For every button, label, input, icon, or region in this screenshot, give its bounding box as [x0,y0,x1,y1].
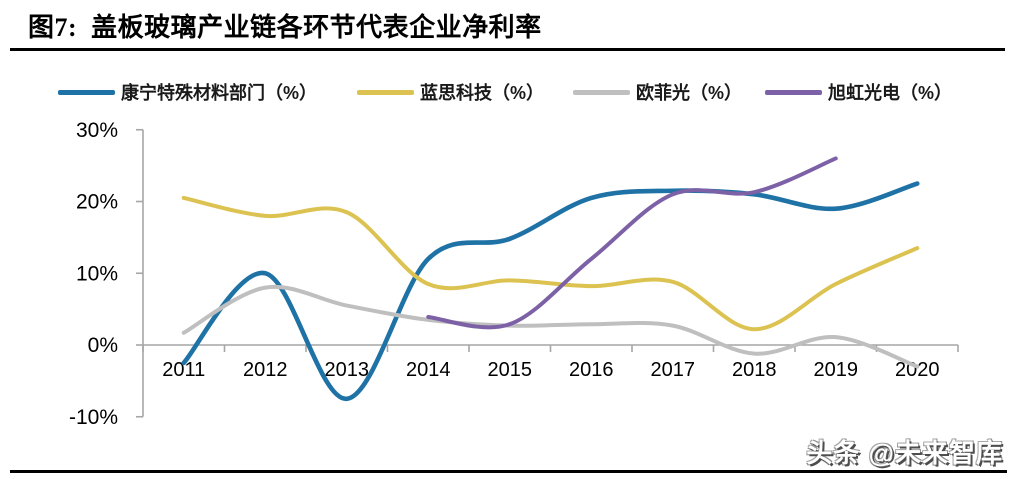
x-tick-label: 2018 [732,359,777,381]
y-tick-label: -10% [69,406,118,429]
x-tick-label: 2020 [895,359,940,381]
legend-label: 康宁特殊材料部门（%） [121,83,318,103]
x-tick-label: 2019 [814,359,859,381]
series-line-2 [181,284,920,369]
legend-label: 欧菲光（%） [636,83,743,103]
y-tick-label: 10% [76,262,118,285]
series-line-0 [181,181,920,402]
x-tick-label: 2011 [162,359,205,381]
x-tick-label: 2016 [569,359,614,381]
legend-label: 旭虹光电（%） [828,83,953,103]
chart-legend: 康宁特殊材料部门（%） 蓝思科技（%） 欧菲光（%） 旭虹光电（%） [0,82,1017,103]
watermark: 头条 @未来智库 [806,438,1003,468]
y-tick-label: 0% [88,334,118,357]
x-tick-label: 2017 [651,359,696,381]
series-line-1 [181,195,920,332]
y-tick-label: 20% [76,191,118,214]
title-underline [10,48,1005,51]
legend-swatch [573,89,630,95]
legend-item-2: 欧菲光（%） [573,82,743,103]
legend-label: 蓝思科技（%） [420,83,545,103]
series-line-3 [426,156,838,330]
legend-item-3: 旭虹光电（%） [765,82,953,103]
legend-item-0: 康宁特殊材料部门（%） [58,82,318,103]
x-tick-label: 2013 [325,359,370,381]
legend-swatch [357,89,414,95]
y-tick-label: 30% [76,119,118,142]
x-tick-label: 2012 [243,359,288,381]
x-tick-label: 2014 [406,359,451,381]
legend-item-1: 蓝思科技（%） [357,82,545,103]
legend-swatch [765,89,822,95]
x-tick-label: 2015 [488,359,533,381]
bottom-divider [10,470,1007,473]
figure-title: 图7: 盖板玻璃产业链各环节代表企业净利率 [28,13,542,42]
legend-swatch [58,89,115,95]
